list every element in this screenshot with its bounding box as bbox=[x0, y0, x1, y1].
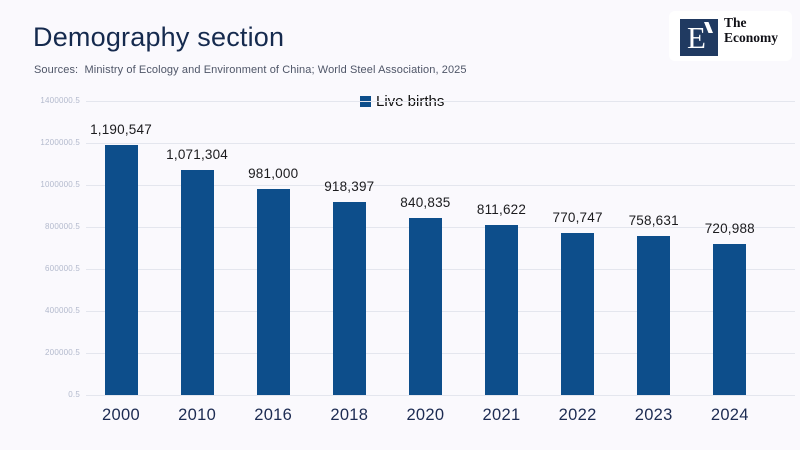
bar-value-label: 1,190,547 bbox=[90, 121, 152, 137]
logo-accent-mark bbox=[704, 22, 713, 33]
y-axis-tick-label: 800000.5 bbox=[45, 222, 80, 231]
x-axis-tick-label: 2016 bbox=[254, 406, 293, 424]
x-axis-tick-label: 2000 bbox=[102, 406, 140, 424]
y-axis-tick-label: 1000000.5 bbox=[40, 180, 80, 189]
y-axis-tick-label: 1400000.5 bbox=[40, 96, 80, 105]
x-axis-tick-label: 2022 bbox=[558, 406, 597, 424]
bar-2018 bbox=[332, 202, 366, 395]
sources-note: Sources: Ministry of Ecology and Environ… bbox=[34, 64, 467, 76]
bar-value-label: 981,000 bbox=[248, 165, 299, 181]
bar-2023 bbox=[637, 235, 671, 395]
gridline bbox=[86, 143, 795, 144]
y-axis-tick-label: 0.5 bbox=[68, 390, 80, 399]
bar-2022 bbox=[561, 233, 595, 395]
bar-value-label: 720,988 bbox=[704, 220, 755, 236]
bar-2024 bbox=[713, 243, 747, 395]
x-axis-tick-label: 2010 bbox=[178, 406, 217, 424]
brand-logo: E The Economy bbox=[669, 11, 792, 61]
logo-letter: E bbox=[687, 20, 706, 55]
y-axis-tick-label: 1200000.5 bbox=[40, 138, 80, 147]
bar-value-label: 770,747 bbox=[552, 210, 603, 226]
bar-2021 bbox=[485, 224, 518, 395]
bar-2020 bbox=[408, 218, 442, 395]
bar-value-label: 840,835 bbox=[400, 195, 451, 211]
bar-value-label: 811,622 bbox=[476, 201, 527, 217]
x-axis-tick-label: 2021 bbox=[482, 406, 521, 424]
y-axis-tick-label: 600000.5 bbox=[45, 264, 80, 273]
gridline bbox=[86, 395, 795, 396]
gridline bbox=[86, 101, 795, 102]
logo-word-line1: The bbox=[724, 15, 747, 30]
x-axis-tick-label: 2023 bbox=[634, 406, 673, 424]
bar-2016 bbox=[256, 188, 290, 395]
page-title: Demography section bbox=[33, 22, 285, 52]
x-axis-tick-label: 2018 bbox=[330, 406, 369, 424]
bar-value-label: 1,071,304 bbox=[166, 147, 229, 163]
bar-value-label: 918,397 bbox=[324, 179, 375, 195]
bar-2010 bbox=[180, 170, 214, 395]
bar-2000 bbox=[104, 144, 138, 395]
y-axis-tick-label: 400000.5 bbox=[45, 306, 80, 315]
logo-word-line2: Economy bbox=[724, 29, 778, 45]
logo-square: E bbox=[680, 19, 718, 56]
y-axis-tick-label: 200000.5 bbox=[45, 348, 80, 357]
x-axis-tick-label: 2020 bbox=[406, 406, 445, 424]
x-axis-tick-label: 2024 bbox=[710, 406, 749, 424]
bar-value-label: 758,631 bbox=[628, 212, 679, 228]
logo-wordmark: The Economy bbox=[724, 15, 778, 45]
gridline bbox=[86, 185, 795, 186]
